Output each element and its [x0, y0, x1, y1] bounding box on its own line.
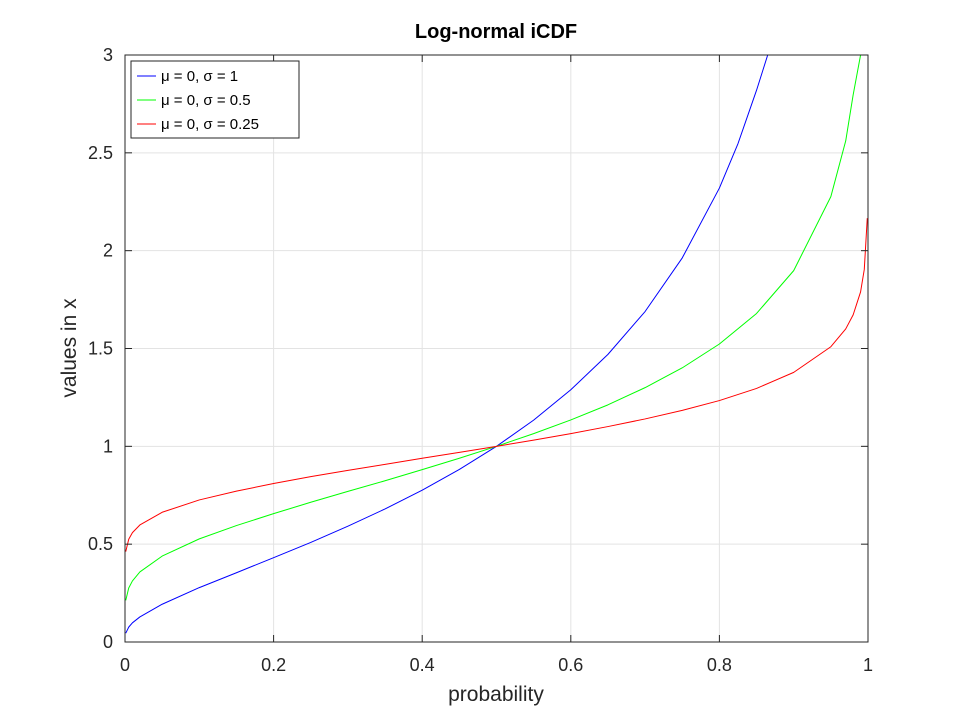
x-tick-label: 0.8	[707, 655, 732, 675]
y-tick-label: 1	[103, 436, 113, 456]
series-line-2	[125, 55, 862, 601]
series-line-1	[125, 55, 769, 634]
y-tick-label: 3	[103, 45, 113, 65]
series-line-3	[125, 218, 868, 552]
x-axis-label: probability	[448, 683, 544, 706]
legend-label-3: μ = 0, σ = 0.25	[161, 116, 259, 133]
x-tick-label: 0.2	[261, 655, 286, 675]
x-tick-label: 0.4	[410, 655, 435, 675]
series-lines	[125, 55, 868, 634]
x-tick-label: 0	[120, 655, 130, 675]
y-axis-label: values in x	[58, 298, 81, 398]
y-tick-label: 0	[103, 632, 113, 652]
y-tick-label: 0.5	[88, 534, 113, 554]
y-tick-label: 2.5	[88, 143, 113, 163]
legend: μ = 0, σ = 1 μ = 0, σ = 0.5 μ = 0, σ = 0.2…	[130, 60, 300, 139]
axis-ticks: 0 0.2 0.4 0.6 0.8 1 0 0.5 1 1.5 2 2.5 3	[88, 45, 873, 675]
legend-box	[130, 60, 300, 139]
y-tick-label: 1.5	[88, 339, 113, 359]
legend-label-2: μ = 0, σ = 0.5	[161, 92, 251, 109]
y-tick-label: 2	[103, 241, 113, 261]
chart-title: Log-normal iCDF	[415, 21, 577, 43]
x-tick-label: 0.6	[558, 655, 583, 675]
legend-label-1: μ = 0, σ = 1	[161, 68, 238, 85]
x-tick-label: 1	[863, 655, 873, 675]
